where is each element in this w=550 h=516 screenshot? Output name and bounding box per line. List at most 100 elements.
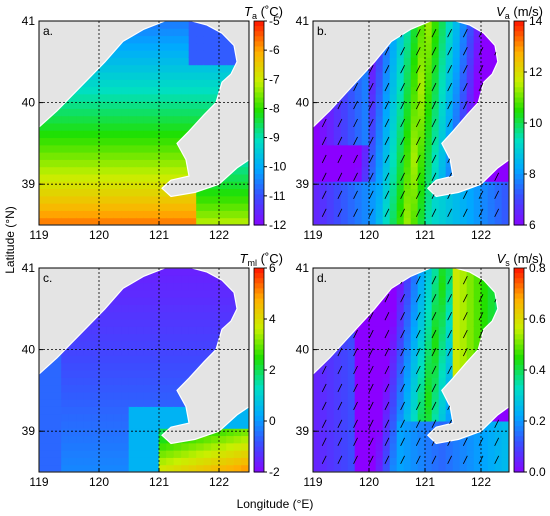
heatmap-cell [151,27,160,37]
heatmap-cell [487,173,496,182]
heatmap-cell [361,391,370,400]
heatmap-cell [61,210,70,219]
heatmap-cell [98,78,107,88]
heatmap-cell [218,311,227,320]
wind-vector [494,172,500,182]
heatmap-cell [196,42,205,51]
heatmap-cell [173,108,182,117]
heatmap-cell [121,202,130,211]
heatmap-cell [181,35,190,44]
wind-vector [431,365,437,375]
heatmap-cell [368,318,377,327]
heatmap-cell [445,289,454,298]
colorbar-tick-label: -2 [269,465,280,479]
heatmap-cell [151,49,160,58]
heatmap-cell [313,180,321,190]
heatmap-cell [166,108,175,117]
heatmap-cell [396,151,405,160]
heatmap-cell [333,435,342,444]
heatmap-cell [181,78,190,88]
heatmap-cell [375,173,384,182]
heatmap-cell [319,435,328,444]
heatmap-cell [382,362,391,371]
wind-vector [384,347,390,357]
heatmap-cell [121,122,130,131]
heatmap-cell [158,202,167,211]
heatmap-cell [417,78,426,88]
heatmap-cell [466,27,475,37]
wind-vector [353,136,358,146]
heatmap-cell [106,122,115,131]
heatmap-cell [143,391,152,400]
heatmap-cell [91,435,100,444]
heatmap-cell [76,435,85,444]
wind-vector [462,437,468,446]
colorbar-swatch [514,415,524,422]
heatmap-cell [136,449,145,458]
heatmap-cell [480,71,489,80]
heatmap-cell [181,100,190,109]
heatmap-cell [347,398,356,407]
heatmap-cell [211,49,220,58]
heatmap-cell [319,129,328,139]
heatmap-cell [173,100,182,109]
heatmap-cell [396,355,405,364]
heatmap-cell [211,71,220,80]
heatmap-cell [136,427,145,437]
heatmap-cell [473,325,482,335]
heatmap-cell [438,333,447,342]
heatmap-cell [98,413,107,422]
wind-vector [494,208,500,217]
heatmap-cell [91,384,100,393]
heatmap-cell [368,210,377,219]
heatmap-cell [128,362,137,371]
heatmap-cell [61,151,70,160]
heatmap-cell [188,318,197,327]
heatmap-cell [375,457,384,466]
heatmap-cell [46,449,55,458]
heatmap-cell [233,435,242,444]
heatmap-cell [53,108,62,117]
heatmap-cell [158,362,167,371]
title-var: V [497,251,507,266]
heatmap-cell [151,159,160,168]
heatmap-cell [424,217,433,225]
colorbar-swatch [514,158,524,165]
heatmap-cell [61,362,70,371]
heatmap-cell [410,210,419,219]
heatmap-cell [106,464,115,472]
heatmap-cell [39,406,47,415]
heatmap-cell [403,289,412,298]
heatmap-cell [113,49,122,58]
wind-vector [321,365,327,375]
heatmap-cell [382,195,391,204]
heatmap-cell [403,202,412,211]
heatmap-cell [233,442,242,451]
heatmap-cell [128,427,137,437]
wind-vector [400,208,405,217]
heatmap-cell [361,325,370,335]
heatmap-cell [143,108,152,117]
wind-vector [353,190,358,199]
heatmap-cell [46,464,55,472]
heatmap-cell [53,420,62,429]
wind-vector [415,29,421,38]
heatmap-cell [347,369,356,378]
heatmap-cell [226,217,235,225]
heatmap-cell [424,274,433,284]
heatmap-cell [46,362,55,371]
heatmap-cell [375,442,384,451]
colorbar-swatch [254,308,264,315]
heatmap-cell [424,318,433,327]
heatmap-cell [121,115,130,124]
colorbar-swatch [254,214,264,221]
heatmap-cell [166,398,175,407]
heatmap-cell [98,100,107,109]
heatmap-cell [340,442,349,451]
heatmap-cell [313,369,321,378]
heatmap-cell [410,86,419,95]
heatmap-cell [431,296,440,305]
heatmap-cell [389,180,398,190]
heatmap-cell [128,166,137,175]
heatmap-cell [188,71,197,80]
